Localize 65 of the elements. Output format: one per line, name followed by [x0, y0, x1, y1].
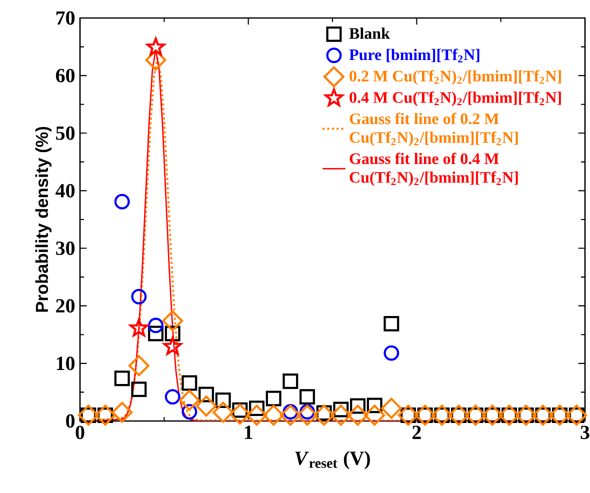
point — [162, 310, 184, 332]
point — [280, 404, 301, 426]
point — [182, 404, 198, 420]
point — [246, 404, 268, 426]
point — [130, 318, 148, 336]
point — [366, 398, 382, 414]
y-tick-label: 0 — [66, 414, 75, 428]
y-tick-label: 70 — [56, 11, 75, 25]
point — [263, 404, 284, 426]
point — [164, 326, 180, 342]
legend-label: 0.4 M Cu(Tf$_{2}$N)$_{2}$/[bmim][Tf$_{2}$N] — [350, 92, 561, 106]
point — [364, 404, 386, 426]
point — [380, 398, 402, 419]
point — [163, 336, 182, 355]
point — [333, 402, 349, 418]
point — [182, 375, 198, 391]
point — [131, 382, 147, 398]
point — [196, 396, 217, 417]
y-tick-label: 50 — [56, 126, 75, 140]
legend-label: Gauss fit line of 0.2 M Cu(Tf$_{2}$N)$_{2}$/[bmim][Tf$_{2}$N] — [350, 112, 518, 146]
y-axis-title: Probability density (%) — [35, 126, 52, 312]
x-axis-title: V$_{reset}$ (V) — [295, 451, 370, 470]
point — [114, 194, 130, 210]
point — [384, 316, 400, 332]
point — [148, 326, 164, 342]
point — [330, 404, 352, 426]
point — [314, 404, 335, 426]
point — [212, 402, 234, 423]
point — [229, 404, 250, 425]
point — [146, 38, 166, 56]
point — [350, 398, 366, 414]
point — [148, 318, 164, 334]
point — [347, 404, 368, 426]
point — [266, 390, 282, 406]
point — [282, 404, 298, 420]
point — [300, 389, 315, 405]
point — [300, 404, 315, 420]
x-tick-label: 0 — [76, 426, 84, 440]
point — [316, 405, 332, 421]
x-tick-label: 3 — [580, 426, 590, 440]
point — [178, 390, 200, 411]
point — [145, 50, 166, 71]
y-tick-label: 20 — [56, 299, 75, 313]
point — [114, 370, 130, 386]
y-tick-label: 40 — [56, 184, 75, 198]
point — [131, 288, 147, 304]
x-tick-label: 1 — [244, 426, 252, 439]
legend-label: Gauss fit line of 0.4 M Cu(Tf$_{2}$N)$_{2}$/[bmim][Tf$_{2}$N] — [350, 152, 518, 186]
legend-label: Blank — [349, 28, 390, 39]
point — [198, 386, 214, 402]
point — [296, 404, 318, 426]
point — [112, 402, 133, 423]
y-tick-label: 10 — [56, 356, 75, 370]
point — [128, 355, 150, 376]
point — [215, 392, 231, 408]
y-tick-label: 30 — [56, 242, 75, 256]
point — [282, 374, 298, 389]
point — [232, 402, 248, 418]
x-tick-label: 2 — [412, 426, 421, 439]
y-tick-label: 60 — [56, 68, 75, 82]
legend-label: Pure [bmim][Tf$_{2}$N] — [349, 48, 480, 62]
point — [164, 389, 180, 405]
point — [384, 345, 400, 361]
legend-label: 0.2 M Cu(Tf$_{2}$N)$_{2}$/[bmim][Tf$_{2}$N] — [350, 70, 561, 85]
point — [249, 400, 264, 416]
